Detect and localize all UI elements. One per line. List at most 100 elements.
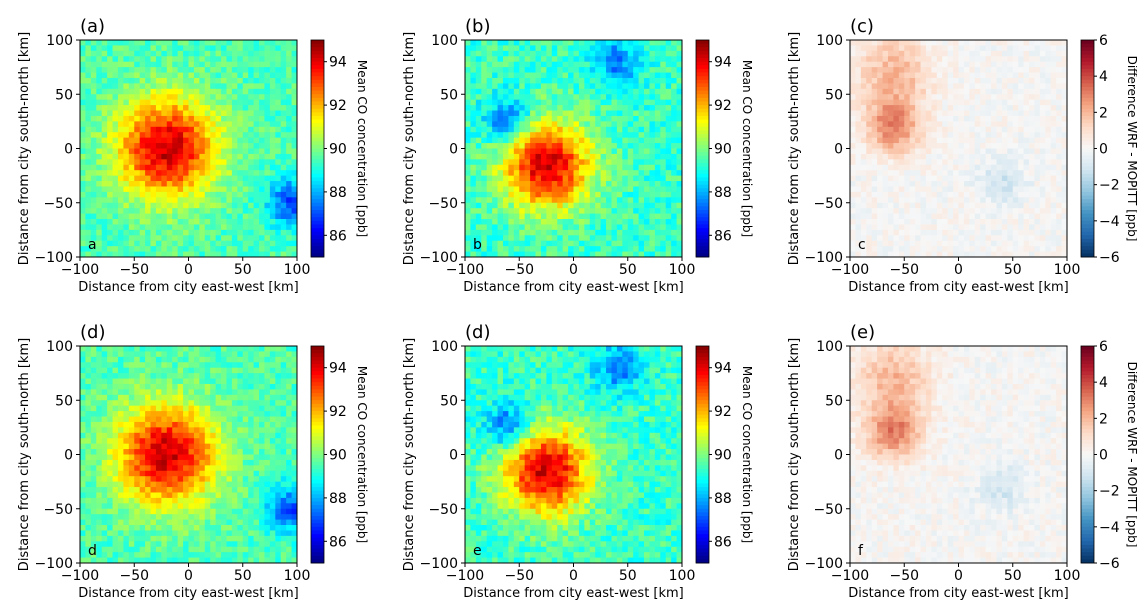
heatmap-cell [860,121,867,128]
heatmap-cell [204,219,211,225]
heatmap-cell [248,88,254,95]
heatmap-cell [974,126,981,133]
heatmap-cell [616,197,623,204]
heatmap-cell [80,56,86,63]
heatmap-cell [860,181,867,187]
heatmap-cell [920,94,927,101]
heatmap-cell [898,94,905,101]
heatmap-cell [183,202,189,209]
heatmap-cell [226,164,233,171]
heatmap-cell [974,137,981,144]
heatmap-cell [226,137,233,144]
heatmap-cell [627,121,634,128]
heatmap-cell [1045,121,1052,128]
heatmap-cell [980,153,987,160]
heatmap-cell [199,72,206,79]
heatmap-cell [139,235,146,242]
heatmap-cell [855,175,862,182]
heatmap-cell [860,110,867,117]
heatmap-cell [606,143,612,149]
heatmap-cell [909,208,916,214]
heatmap-cell [953,219,959,225]
heatmap-cell [1045,191,1052,198]
heatmap-cell [882,137,889,144]
heatmap-cell [128,83,135,90]
heatmap-cell [925,88,932,95]
heatmap-cell [259,170,265,177]
heatmap-cell [280,229,287,236]
heatmap-cell [649,197,656,204]
heatmap-cell [1056,143,1062,149]
heatmap-cell [915,186,921,193]
heatmap-cell [1001,197,1008,204]
heatmap-cell [540,229,547,236]
heatmap-cell [996,137,1003,144]
heatmap-cell [166,148,173,155]
heatmap-cell [204,137,211,144]
heatmap-cell [947,213,954,220]
heatmap-cell [638,77,645,84]
heatmap-cell [226,61,233,68]
heatmap-cell [193,164,200,171]
heatmap-cell [123,126,130,133]
heatmap-cell [898,186,905,193]
heatmap-cell [969,235,976,242]
heatmap-cell [231,213,238,220]
heatmap-cell [893,94,900,101]
heatmap-cell [1023,121,1030,128]
heatmap-cell [578,159,585,166]
heatmap-cell [475,45,482,52]
heatmap-cell [882,164,889,171]
heatmap-cell [237,56,244,63]
heatmap-cell [237,72,244,79]
heatmap-cell [557,213,564,220]
heatmap-cell [568,251,574,258]
heatmap-cell [519,148,526,155]
heatmap-cell [616,202,623,209]
heatmap-cell [1056,77,1062,84]
heatmap-cell [291,164,298,171]
heatmap-cell [80,110,86,117]
heatmap-cell [502,208,509,214]
heatmap-cell [470,197,477,204]
heatmap-cell [969,191,976,198]
heatmap-cell [1056,50,1062,57]
heatmap-cell [1018,175,1024,182]
heatmap-cell [80,115,86,122]
heatmap-cell [231,77,238,84]
heatmap-cell [497,94,504,101]
heatmap-cell [958,72,965,79]
heatmap-cell [953,45,959,52]
heatmap-cell [96,219,103,225]
heatmap-cell [1018,77,1024,84]
heatmap-cell [540,197,547,204]
heatmap-cell [1034,208,1041,214]
heatmap-cell [551,240,558,247]
heatmap-cell [958,61,965,68]
heatmap-cell [486,208,493,214]
heatmap-cell [898,72,905,79]
heatmap-cell [145,170,151,177]
heatmap-cell [465,137,471,144]
heatmap-cell [470,121,477,128]
heatmap-cell [237,99,244,106]
heatmap-cell [649,105,656,111]
heatmap-cell [280,224,287,231]
heatmap-cell [882,175,889,182]
heatmap-cell [513,67,520,73]
heatmap-cell [925,170,932,177]
heatmap-cell [595,94,602,101]
heatmap-cell [242,181,249,187]
heatmap-cell [286,219,292,225]
heatmap-cell [633,246,639,252]
heatmap-cell [925,83,932,90]
heatmap-cell [242,148,249,155]
heatmap-cell [1029,88,1035,95]
heatmap-cell [117,99,124,106]
heatmap-cell [508,110,515,117]
heatmap-cell [540,164,547,171]
heatmap-cell [497,83,504,90]
heatmap-cell [1012,186,1019,193]
heatmap-cell [231,164,238,171]
heatmap-cell [909,191,916,198]
